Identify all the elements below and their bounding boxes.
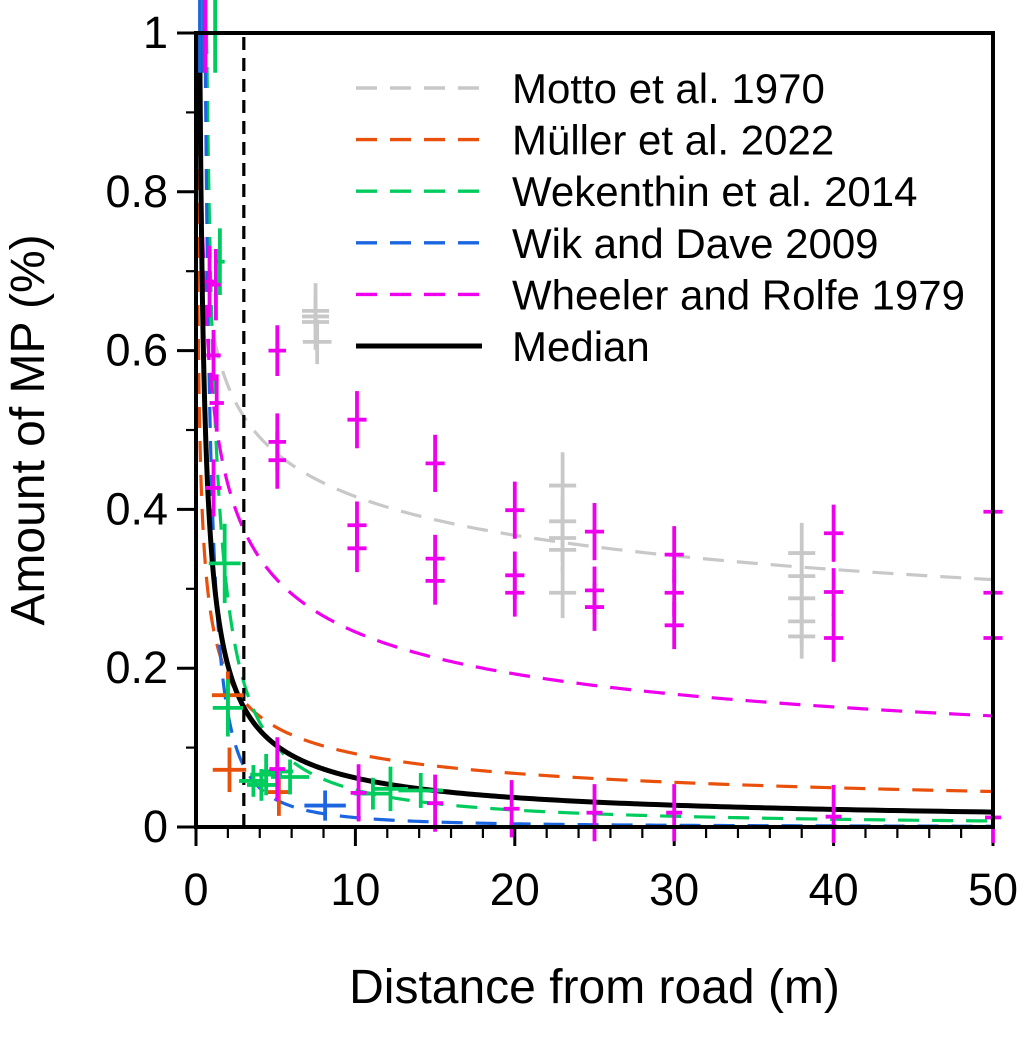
points-motto [302, 283, 816, 659]
y-axis-label: Amount of MP (%) [2, 234, 55, 625]
y-tick-label: 0.6 [105, 325, 168, 376]
fitted-curves [196, 33, 993, 827]
legend-label-0: Motto et al. 1970 [512, 65, 825, 112]
legend-label-2: Wekenthin et al. 2014 [512, 168, 918, 215]
x-tick-label: 40 [809, 864, 859, 915]
legend-label-4: Wheeler and Rolfe 1979 [512, 271, 965, 318]
curve-median [197, 33, 993, 815]
curve-wekenthin [204, 33, 993, 823]
legend: Motto et al. 1970 Müller et al. 2022Weken… [356, 65, 965, 370]
y-tick-label: 0.4 [105, 483, 168, 534]
legend-label-1: Müller et al. 2022 [512, 117, 834, 164]
y-tick-label: 0.8 [105, 166, 168, 217]
axes-ticks: 0 10 20 30 40 50 0 0.2 0.4 0.6 0.8 1 [105, 7, 1018, 915]
y-tick-label: 0 [143, 801, 168, 852]
x-tick-label: 0 [183, 864, 208, 915]
x-axis-label: Distance from road (m) [349, 961, 840, 1014]
y-tick-label: 1 [143, 7, 168, 58]
legend-label-5: Median [512, 323, 650, 370]
x-tick-label: 50 [968, 864, 1018, 915]
points-wekenthin [208, 0, 444, 812]
y-tick-label: 0.2 [105, 642, 168, 693]
x-tick-label: 20 [490, 864, 540, 915]
plot-frame [194, 31, 995, 829]
legend-label-3: Wik and Dave 2009 [512, 220, 879, 267]
x-tick-label: 30 [649, 864, 699, 915]
x-tick-label: 10 [330, 864, 380, 915]
